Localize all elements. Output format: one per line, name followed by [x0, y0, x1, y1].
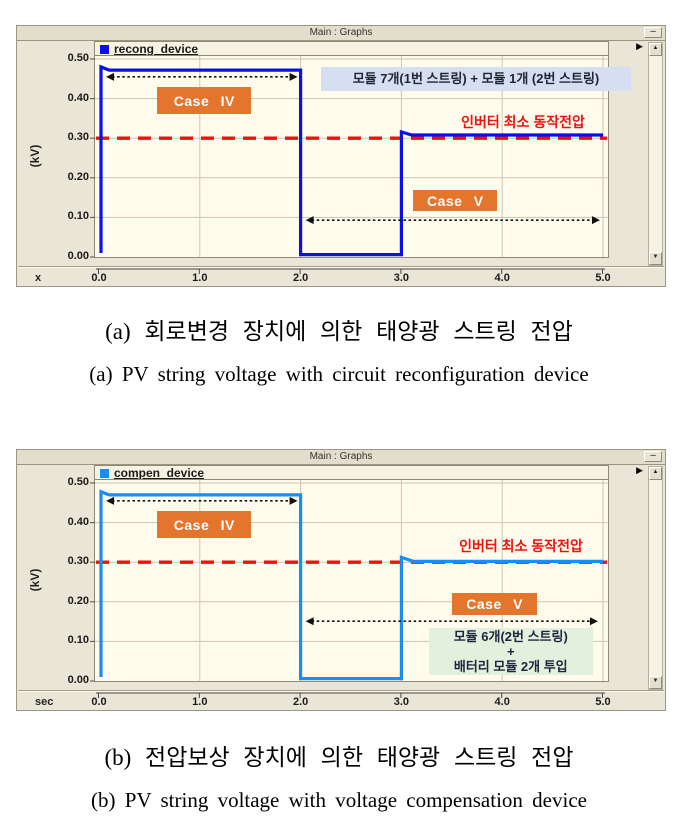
case-v-span-arrow-left-head [305, 617, 314, 626]
graph-window-a: Main : Graphs – recong_device Case IV Cas… [16, 25, 666, 287]
x-axis-unit: sec [35, 696, 54, 708]
scroll-up-icon[interactable]: ▲ [649, 43, 662, 56]
window-title-bar[interactable]: Main : Graphs – [17, 450, 665, 465]
caption-a-english: (a) PV string voltage with circuit recon… [89, 362, 589, 386]
y-tick-label: 0.30 [67, 555, 89, 568]
x-tick-label: 3.0 [393, 272, 410, 284]
inverter-min-voltage-label: 인버터 최소 동작전압 [461, 114, 585, 131]
x-tick-label: 3.0 [393, 696, 410, 708]
y-axis-label: (kV) [28, 144, 42, 168]
scroll-down-icon[interactable]: ▼ [649, 676, 662, 689]
trace-recong_device [99, 64, 603, 257]
y-tick-label: 0.20 [67, 594, 89, 607]
caption-a-korean: (a) 회로변경 장치에 의한 태양광 스트링 전압 [105, 319, 573, 344]
case-iv-span-arrow-right-head [289, 496, 298, 505]
case-iv-span-arrow-left-head [106, 496, 115, 505]
caption-b-korean: (b) 전압보상 장치에 의한 태양광 스트링 전압 [104, 745, 574, 770]
x-axis-ruler [96, 268, 605, 274]
case-iv-span-arrow-right-head [289, 72, 298, 81]
y-tick-label: 0.30 [67, 131, 89, 144]
x-tick-label: 2.0 [292, 272, 309, 284]
legend-trace-name[interactable]: compen_device [114, 466, 205, 480]
legend: recong_device [94, 41, 609, 56]
x-axis-unit: x [35, 272, 42, 284]
case-v-span-arrow-left-head [305, 216, 314, 225]
x-tick-label: 5.0 [595, 272, 611, 284]
trace-compen_device [99, 489, 603, 681]
scroll-down-icon[interactable]: ▼ [649, 252, 662, 265]
y-axis-label: (kV) [28, 568, 42, 592]
x-tick-label: 4.0 [494, 696, 510, 708]
case-v-box: Case V [413, 190, 498, 212]
x-axis-ruler [96, 692, 605, 698]
plot-area[interactable]: Case IV Case V 모듈 7개(1번 스트링) + 모듈 1개 (2번 스… [90, 55, 632, 258]
x-tick-label: 0.0 [91, 272, 107, 284]
case-v-box: Case V [451, 592, 538, 615]
x-tick-label: 1.0 [192, 696, 208, 708]
compen-config-box: 모듈 6개(2번 스트링) + 배터리 모듈 2개 투입 [428, 627, 593, 676]
pan-right-icon[interactable]: ▶ [636, 465, 643, 475]
legend-marker-icon [100, 468, 109, 478]
caption-b-english: (b) PV string voltage with voltage compe… [91, 788, 587, 812]
window-title: Main : Graphs [309, 451, 373, 462]
pan-right-icon[interactable]: ▶ [636, 41, 643, 51]
y-tick-label: 0.40 [67, 91, 89, 104]
case-v-span-arrow-right-head [591, 216, 600, 225]
y-tick-label: 0.20 [67, 170, 89, 183]
legend-trace-name[interactable]: recong_device [114, 42, 199, 56]
y-tick-label: 0.10 [67, 634, 89, 647]
x-tick-label: 1.0 [192, 272, 208, 284]
axis-divider [18, 690, 664, 692]
window-title: Main : Graphs [309, 27, 373, 38]
scroll-up-icon[interactable]: ▲ [649, 467, 662, 480]
y-tick-label: 0.50 [67, 476, 89, 488]
vertical-scrollbar[interactable]: ▲ ▼ [648, 42, 663, 266]
y-tick-label: 0.50 [67, 52, 89, 64]
axis-divider [18, 266, 664, 268]
string-config-box: 모듈 7개(1번 스트링) + 모듈 1개 (2번 스트링) [320, 66, 632, 92]
legend-marker-icon [100, 44, 109, 54]
case-iv-box: Case IV [157, 510, 252, 539]
minimize-button[interactable]: – [644, 451, 662, 462]
inverter-min-voltage-label: 인버터 최소 동작전압 [459, 538, 583, 555]
minimize-button[interactable]: – [644, 27, 662, 38]
y-tick-label: 0.10 [67, 210, 89, 223]
caption-b: (b) 전압보상 장치에 의한 태양광 스트링 전압 (b) PV string… [0, 738, 678, 813]
x-tick-label: 5.0 [595, 696, 611, 708]
x-tick-label: 4.0 [494, 272, 510, 284]
graph-window-b: Main : Graphs – compen_device Case IV Cas… [16, 449, 666, 711]
x-tick-label: 2.0 [292, 696, 309, 708]
vertical-scrollbar[interactable]: ▲ ▼ [648, 466, 663, 690]
y-tick-label: 0.40 [67, 515, 89, 528]
window-title-bar[interactable]: Main : Graphs – [17, 26, 665, 41]
y-tick-label: 0.00 [67, 674, 89, 686]
case-iv-span-arrow-left-head [106, 72, 115, 81]
y-tick-label: 0.00 [67, 250, 89, 262]
legend: compen_device [94, 465, 609, 480]
x-tick-label: 0.0 [91, 696, 107, 708]
case-v-span-arrow-right-head [589, 617, 598, 626]
plot-area[interactable]: Case IV Case V 모듈 6개(2번 스트링) + 배터리 모듈 2개 투입 인… [90, 479, 609, 682]
case-iv-box: Case IV [157, 86, 252, 115]
caption-a: (a) 회로변경 장치에 의한 태양광 스트링 전압 (a) PV string… [0, 312, 678, 387]
